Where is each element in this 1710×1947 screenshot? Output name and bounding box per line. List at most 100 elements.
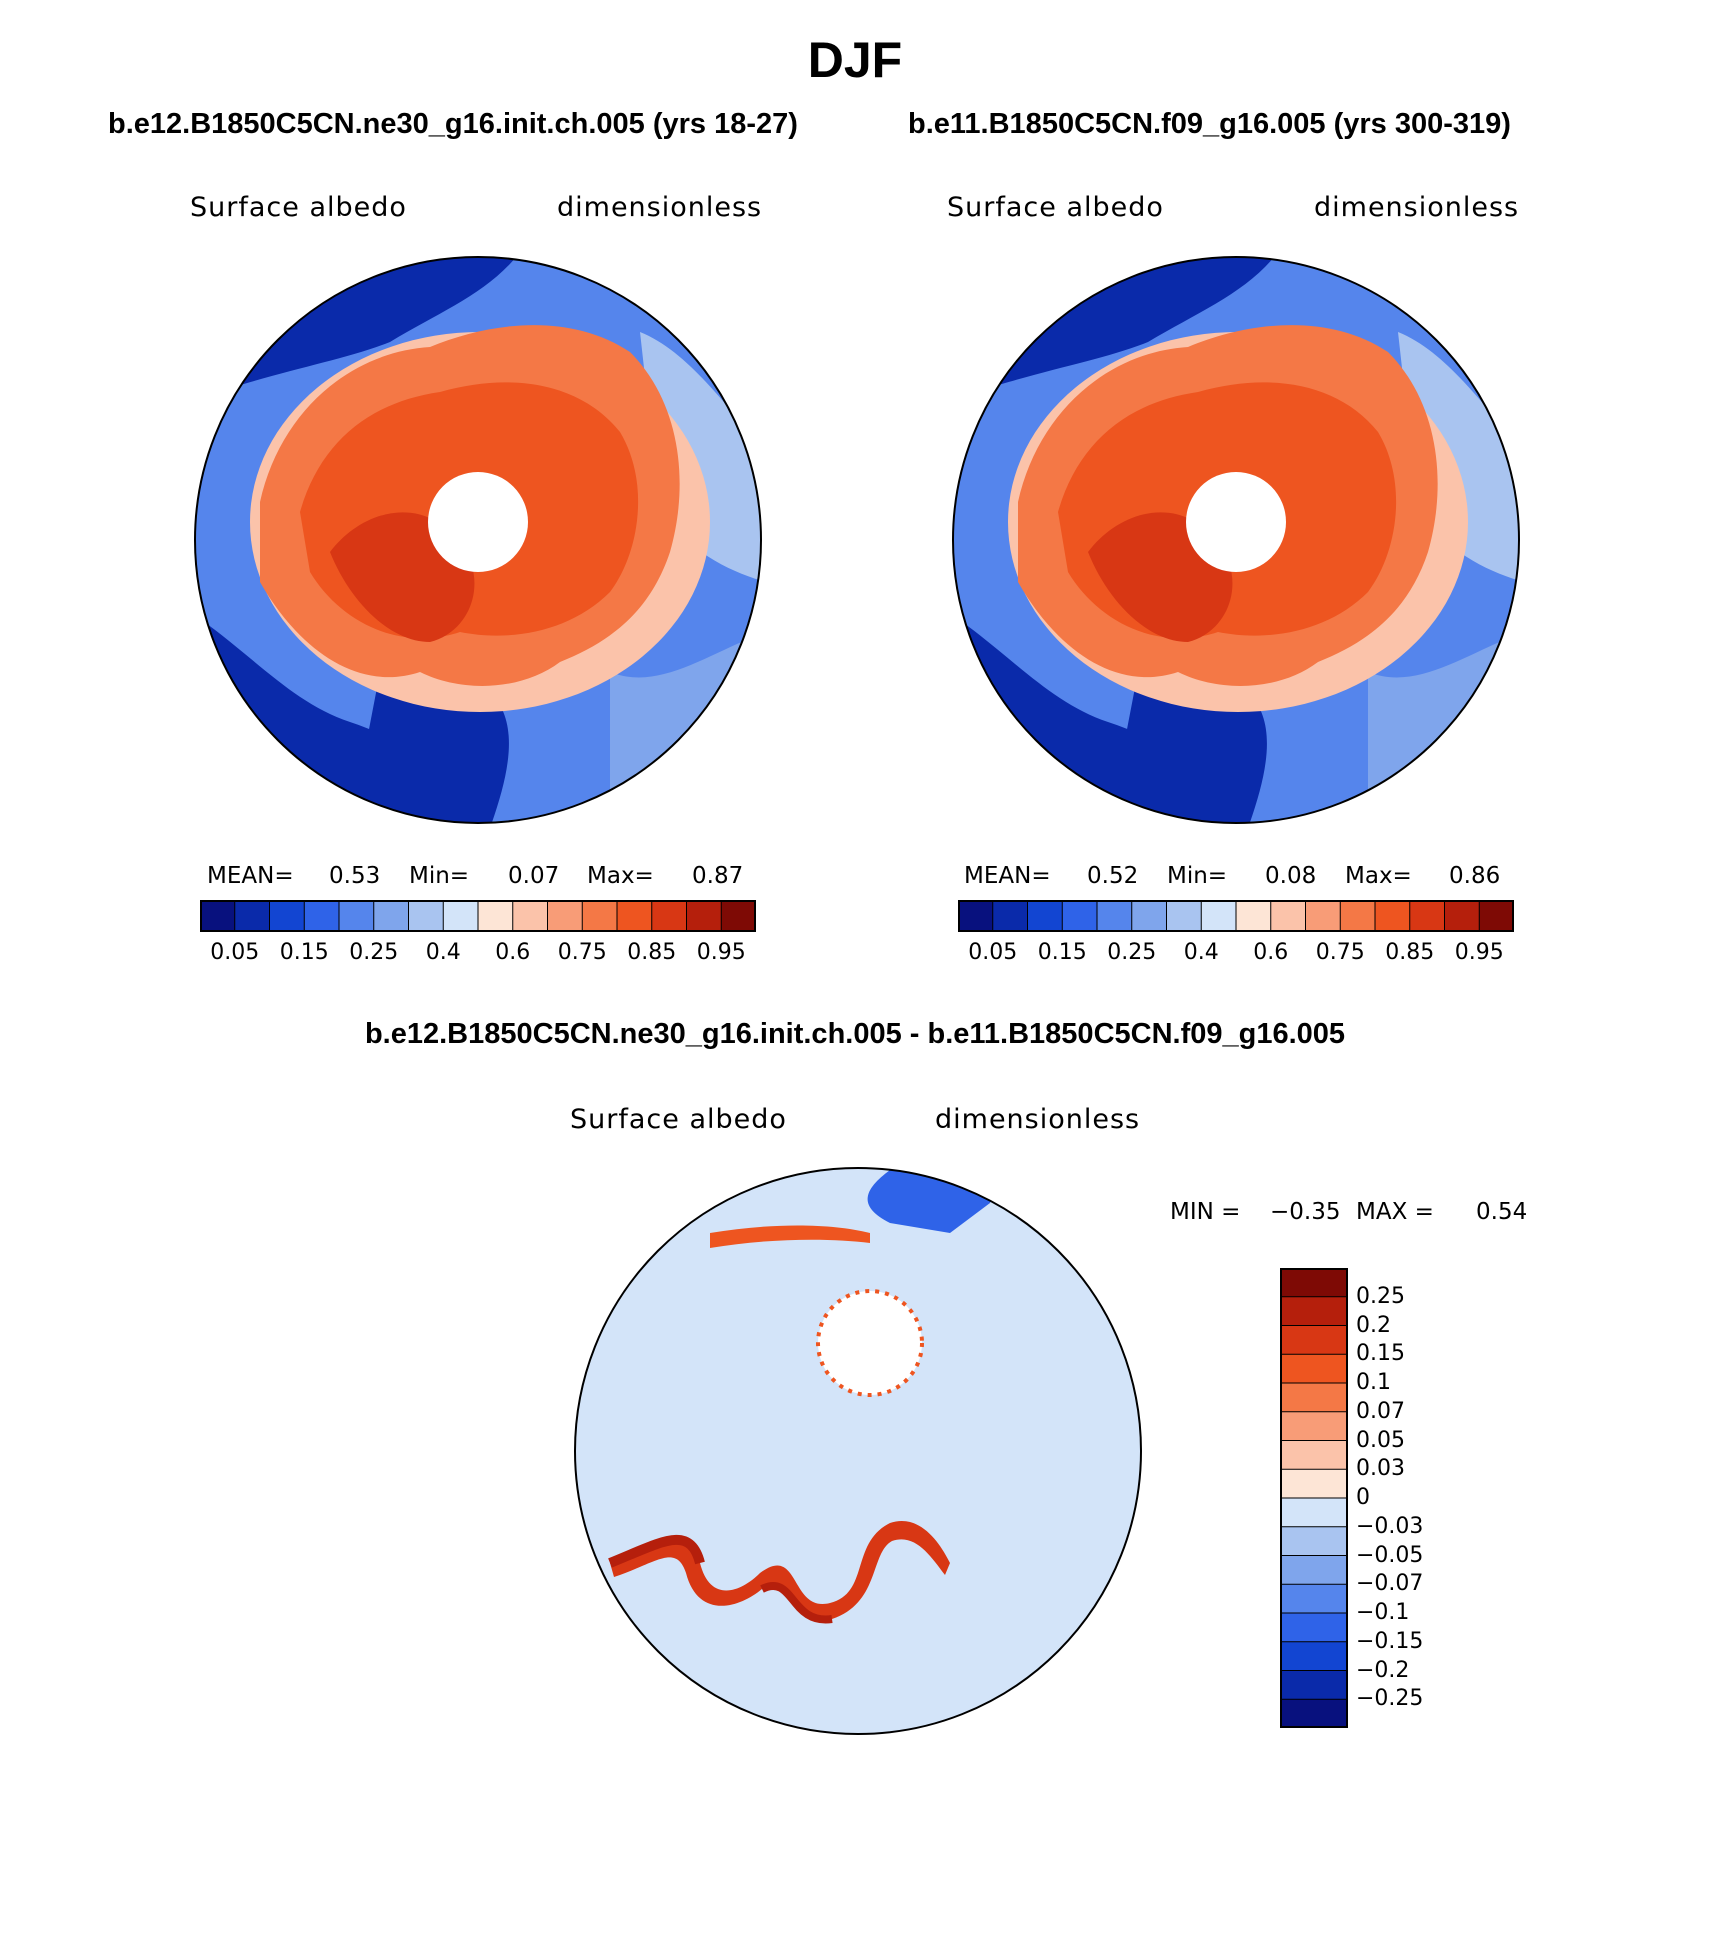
panel-2-colorbar-tick-label: 0.95	[1454, 940, 1504, 965]
difference-polar-map	[574, 1167, 1142, 1735]
panel-1-colorbar-box-5	[373, 900, 410, 932]
panel-1-colorbar-tick-label: 0.05	[210, 940, 260, 965]
panel-2-colorbar-box-2	[1027, 900, 1064, 932]
panel-1-colorbar-box-9	[512, 900, 549, 932]
panel-2-units-label: dimensionless	[1314, 192, 1520, 223]
panel-2-mean-value: 0.52	[1087, 863, 1139, 889]
panel-2-title: b.e11.B1850C5CN.f09_g16.005 (yrs 300-319…	[908, 108, 1511, 140]
difference-max-value: 0.54	[1476, 1199, 1528, 1225]
panel-2-min-label: Min=	[1167, 863, 1228, 889]
difference-colorbar-tick-label: 0.15	[1356, 1341, 1405, 1367]
panel-1-colorbar-tick-label: 0.6	[495, 940, 531, 965]
difference-colorbar-tick-label: −0.07	[1356, 1571, 1424, 1597]
difference-min-label: MIN =	[1170, 1199, 1241, 1225]
panel-2-colorbar-box-11	[1339, 900, 1376, 932]
panel-1-colorbar-tick-label: 0.4	[425, 940, 461, 965]
panel-2-polar-map	[952, 256, 1520, 824]
panel-1-colorbar-box-12	[616, 900, 653, 932]
panel-1-polar-map	[194, 256, 762, 824]
difference-colorbar-tick-label: 0.05	[1356, 1427, 1405, 1453]
panel-2-colorbar-box-7	[1200, 900, 1237, 932]
difference-colorbar-box-8	[1280, 1497, 1348, 1528]
panel-1-colorbar-box-8	[477, 900, 514, 932]
difference-colorbar-tick-label: −0.2	[1356, 1657, 1410, 1683]
difference-colorbar-box-10	[1280, 1555, 1348, 1586]
figure-title: DJF	[807, 32, 903, 88]
panel-2-colorbar-tick-label: 0.4	[1183, 940, 1219, 965]
panel-1-colorbar-box-14	[686, 900, 723, 932]
panel-1-min-label: Min=	[409, 863, 470, 889]
panel-1-colorbar-box-7	[442, 900, 479, 932]
difference-colorbar-box-11	[1280, 1583, 1348, 1614]
difference-colorbar-box-13	[1280, 1641, 1348, 1672]
difference-title: b.e12.B1850C5CN.ne30_g16.init.ch.005 - b…	[364, 1018, 1346, 1050]
difference-colorbar-tick-label: −0.1	[1356, 1600, 1410, 1625]
difference-colorbar-tick-label: 0.03	[1356, 1456, 1405, 1482]
difference-colorbar-tick-label: 0.2	[1356, 1312, 1391, 1338]
difference-colorbar-tick-label: −0.15	[1356, 1628, 1424, 1654]
panel-2-colorbar-box-10	[1305, 900, 1342, 932]
panel-1-colorbar-box-6	[408, 900, 445, 932]
panel-1-max-label: Max=	[587, 863, 654, 889]
panel-1-mean-label: MEAN=	[207, 863, 294, 889]
panel-1-colorbar-box-0	[200, 900, 236, 932]
panel-1-colorbar-tick-label: 0.95	[696, 940, 746, 965]
panel-2-colorbar-box-6	[1166, 900, 1203, 932]
panel-2-variable-label: Surface albedo	[947, 192, 1164, 223]
panel-2-colorbar-box-9	[1270, 900, 1307, 932]
panel-1-colorbar-box-2	[269, 900, 306, 932]
panel-2-colorbar-box-3	[1061, 900, 1098, 932]
panel-2-colorbar-box-1	[992, 900, 1029, 932]
panel-1-colorbar-tick-label: 0.75	[557, 940, 607, 965]
panel-1-units-label: dimensionless	[557, 192, 763, 223]
panel-2-colorbar-box-8	[1235, 900, 1272, 932]
difference-colorbar-box-12	[1280, 1612, 1348, 1643]
difference-colorbar-box-14	[1280, 1670, 1348, 1701]
panel-2-max-value: 0.86	[1449, 863, 1501, 889]
difference-colorbar-tick-label: 0.07	[1356, 1398, 1405, 1424]
panel-2-colorbar-box-0	[958, 900, 994, 932]
panel-2-colorbar-tick-label: 0.25	[1107, 940, 1157, 965]
panel-1-colorbar-box-3	[303, 900, 340, 932]
difference-colorbar-tick-label: −0.03	[1356, 1513, 1424, 1539]
difference-colorbar-box-0	[1280, 1268, 1348, 1298]
panel-1-colorbar-box-4	[338, 900, 375, 932]
panel-2-colorbar-box-14	[1444, 900, 1481, 932]
panel-1-colorbar-box-10	[547, 900, 584, 932]
panel-2-mean-label: MEAN=	[964, 863, 1051, 889]
difference-variable-label: Surface albedo	[570, 1104, 787, 1135]
panel-2-colorbar-box-4	[1096, 900, 1133, 932]
panel-1-colorbar-box-11	[581, 900, 618, 932]
difference-colorbar-box-15	[1280, 1698, 1348, 1728]
difference-colorbar-tick-label: −0.25	[1356, 1686, 1424, 1712]
panel-1-colorbar-box-1	[234, 900, 271, 932]
difference-colorbar-box-3	[1280, 1353, 1348, 1384]
difference-colorbar-box-7	[1280, 1468, 1348, 1499]
panel-1-max-value: 0.87	[692, 863, 744, 889]
panel-2-colorbar-tick-label: 0.05	[968, 940, 1018, 965]
difference-colorbar-box-1	[1280, 1296, 1348, 1327]
difference-colorbar-box-6	[1280, 1440, 1348, 1471]
difference-max-label: MAX =	[1356, 1199, 1434, 1225]
panel-2-colorbar-box-13	[1409, 900, 1446, 932]
panel-2-min-value: 0.08	[1265, 863, 1317, 889]
difference-colorbar-box-5	[1280, 1411, 1348, 1442]
difference-units-label: dimensionless	[935, 1104, 1141, 1135]
panel-1-variable-label: Surface albedo	[190, 192, 407, 223]
difference-colorbar-tick-label: −0.05	[1356, 1542, 1424, 1568]
panel-2-colorbar	[958, 900, 1514, 932]
panel-1-colorbar-tick-label: 0.15	[279, 940, 329, 965]
panel-2-colorbar-box-5	[1131, 900, 1168, 932]
panel-1-colorbar-tick-label: 0.25	[349, 940, 399, 965]
difference-min-value: −0.35	[1270, 1199, 1341, 1225]
panel-2-colorbar-tick-label: 0.15	[1037, 940, 1087, 965]
difference-colorbar-tick-label: 0.25	[1356, 1283, 1405, 1309]
panel-1-colorbar-box-13	[651, 900, 688, 932]
panel-1-min-value: 0.07	[508, 863, 560, 889]
difference-colorbar-tick-label: 0.1	[1356, 1370, 1391, 1395]
panel-2-colorbar-tick-label: 0.6	[1253, 940, 1289, 965]
difference-colorbar-tick-label: 0	[1356, 1485, 1370, 1510]
difference-colorbar-box-2	[1280, 1325, 1348, 1356]
panel-1-colorbar	[200, 900, 756, 932]
panel-1-colorbar-tick-label: 0.85	[627, 940, 677, 965]
